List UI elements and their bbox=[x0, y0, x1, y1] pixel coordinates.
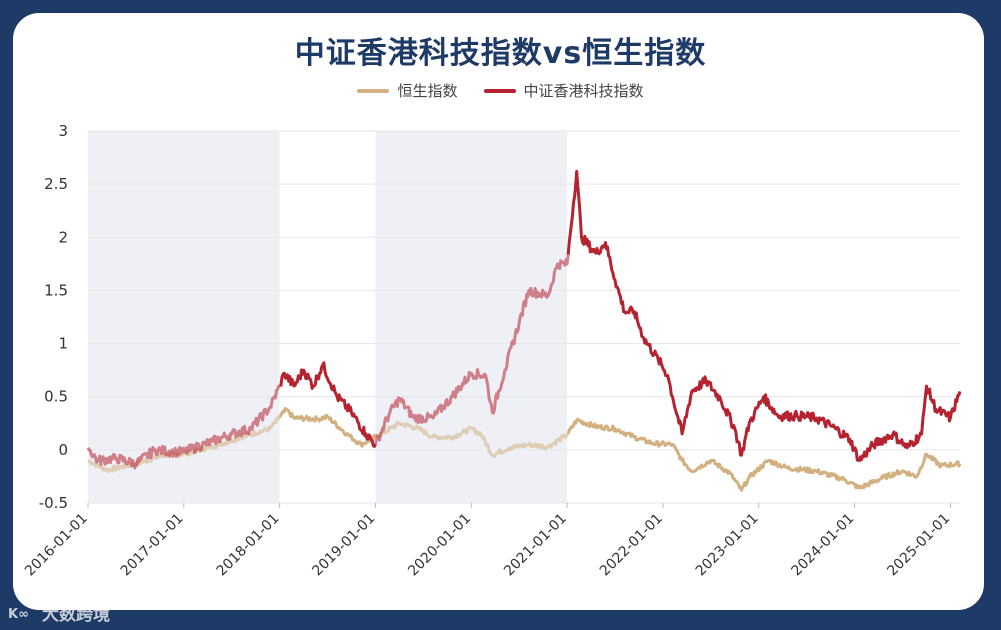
x-tick-label: 2018-01-01 bbox=[214, 511, 283, 580]
series-line-hk-tech-2 bbox=[374, 254, 570, 445]
watermark: K∞ 大数跨境 bbox=[8, 600, 110, 625]
series-line-hsi-3 bbox=[566, 417, 962, 492]
svg-text:K∞: K∞ bbox=[8, 607, 29, 621]
x-tick-label: 2023-01-01 bbox=[693, 511, 762, 580]
series-line-hk-tech-0 bbox=[86, 384, 282, 470]
legend-item-hsi[interactable]: 恒生指数 bbox=[357, 80, 458, 101]
legend-label-hk-tech: 中证香港科技指数 bbox=[523, 82, 644, 100]
watermark-text: 大数跨境 bbox=[42, 605, 110, 625]
series-line-hk-tech-3 bbox=[566, 169, 962, 462]
legend-item-hk-tech[interactable]: 中证香港科技指数 bbox=[483, 80, 644, 101]
x-tick-label: 2017-01-01 bbox=[118, 511, 187, 580]
x-tick-label: 2022-01-01 bbox=[597, 511, 666, 580]
x-tick-label: 2019-01-01 bbox=[309, 511, 378, 580]
y-tick-label: -0.5 bbox=[39, 494, 68, 512]
x-tick-label: 2020-01-01 bbox=[405, 511, 474, 580]
shaded-period-0 bbox=[88, 131, 280, 503]
legend-label-hsi: 恒生指数 bbox=[397, 82, 458, 100]
x-tick-label: 2024-01-01 bbox=[789, 511, 858, 580]
legend: 恒生指数 中证香港科技指数 bbox=[0, 80, 1001, 101]
legend-swatch-hk-tech bbox=[483, 88, 516, 93]
y-tick-label: 2 bbox=[58, 228, 68, 246]
series-line-hsi-2 bbox=[374, 420, 570, 458]
y-tick-label: 1 bbox=[58, 335, 68, 353]
shaded-period-1 bbox=[375, 131, 568, 503]
brand-logo-icon: K∞ bbox=[8, 607, 29, 621]
x-tick-label: 2021-01-01 bbox=[501, 511, 570, 580]
y-tick-label: 2.5 bbox=[44, 175, 68, 193]
legend-swatch-hsi bbox=[357, 88, 390, 93]
y-tick-label: 1.5 bbox=[44, 281, 68, 299]
y-tick-label: 0.5 bbox=[44, 388, 68, 406]
x-tick-label: 2016-01-01 bbox=[22, 511, 91, 580]
y-tick-label: 0 bbox=[58, 441, 68, 459]
series-line-hk-tech-1 bbox=[279, 361, 377, 448]
x-tick-label: 2025-01-01 bbox=[884, 511, 953, 580]
series-line-hsi-1 bbox=[278, 406, 377, 448]
chart-title: 中证香港科技指数vs恒生指数 bbox=[294, 36, 707, 71]
y-tick-label: 3 bbox=[58, 122, 68, 140]
